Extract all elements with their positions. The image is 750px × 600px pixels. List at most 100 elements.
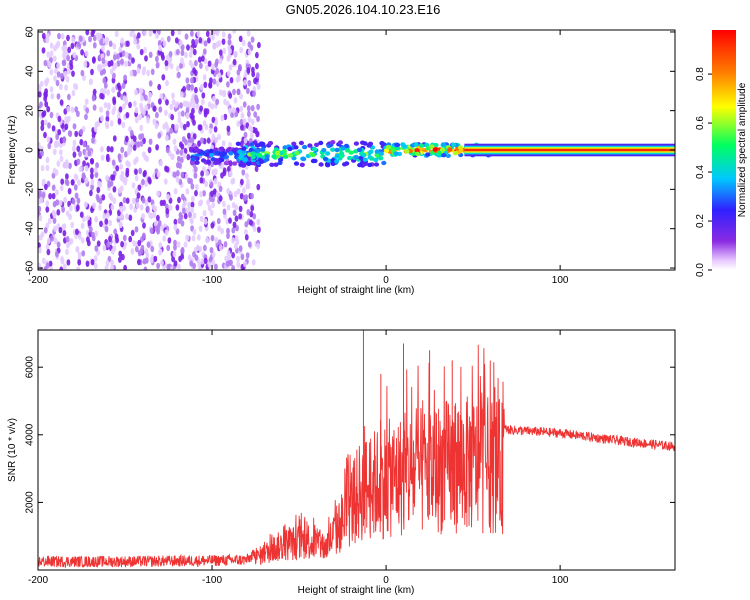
- spectrogram-noise-cell: [56, 62, 61, 69]
- spectrogram-noise-cell: [152, 173, 157, 180]
- spectrogram-band-cell: [200, 158, 207, 163]
- spectrogram-noise-cell: [148, 51, 153, 58]
- spectrogram-noise-cell: [98, 197, 103, 205]
- spectrogram-noise-cell: [38, 214, 43, 222]
- spectrogram-band-cell: [294, 150, 300, 156]
- spectrogram-noise-cell: [125, 135, 129, 143]
- spectrogram-noise-cell: [247, 80, 252, 87]
- spectrogram-noise-cell: [45, 156, 50, 164]
- spectrogram-noise-cell: [63, 196, 67, 204]
- spectrogram-noise-cell: [218, 49, 223, 56]
- spectrogram-noise-cell: [134, 226, 139, 233]
- spectrogram-noise-cell: [199, 191, 203, 198]
- spectrogram-noise-cell: [173, 239, 177, 247]
- spectrogram-noise-cell: [68, 162, 72, 169]
- spectrogram-noise-cell: [233, 50, 238, 58]
- spectrogram-noise-cell: [246, 67, 251, 74]
- spectrogram-noise-cell: [192, 48, 197, 56]
- spectrogram-noise-cell: [130, 248, 135, 255]
- spectrogram-band-cell: [213, 150, 219, 155]
- spectrogram-noise-cell: [226, 187, 231, 195]
- spectrogram-noise-cell: [50, 93, 55, 100]
- spectrogram-band-cell: [232, 161, 238, 166]
- spectrogram-noise-cell: [210, 222, 215, 229]
- spectrogram-band-cell: [260, 141, 266, 147]
- spectrogram-noise-cell: [103, 101, 108, 109]
- spectrogram-noise-cell: [229, 194, 233, 201]
- snr-frame: [37, 329, 676, 571]
- spectrogram-noise-cell: [133, 69, 137, 77]
- spectrogram-band-cell: [213, 158, 219, 163]
- spectrogram-noise-cell: [165, 99, 169, 106]
- spectrogram-noise-cell: [235, 76, 240, 83]
- spectrogram-band-cell: [291, 156, 297, 161]
- spectrogram-noise-cell: [56, 241, 61, 248]
- spectrogram-noise-cell: [236, 188, 241, 195]
- spectrogram-noise-cell: [76, 197, 81, 204]
- spectrogram-noise-cell: [117, 85, 122, 92]
- spectrogram-band-cell: [342, 162, 348, 167]
- spectrogram-noise-cell: [71, 198, 76, 205]
- spectrogram-noise-cell: [79, 211, 84, 218]
- spectrogram-noise-cell: [208, 256, 213, 263]
- spectrogram-noise-cell: [129, 203, 134, 210]
- spectrogram-noise-cell: [133, 100, 137, 107]
- spectrogram-band-region: [235, 140, 389, 168]
- spectrogram-noise-cell: [103, 82, 108, 89]
- spectrogram-noise-cell: [203, 244, 207, 252]
- spectrogram-noise-cell: [177, 263, 181, 270]
- spectrogram-noise-cell: [104, 225, 109, 233]
- spectrogram-noise-cell: [38, 247, 42, 254]
- spectrogram-band-cell: [334, 153, 341, 158]
- snr-ticks: -200 -100 0 100 2000 4000 6000: [25, 330, 675, 586]
- spectrogram-noise-cell: [88, 35, 92, 43]
- spectrogram-noise-cell: [123, 241, 127, 248]
- spectrogram-noise-cell: [232, 30, 237, 34]
- spectrogram-noise-cell: [197, 56, 202, 63]
- spectrogram-noise-cell: [108, 219, 113, 227]
- spectrogram-noise-cell: [194, 190, 198, 197]
- spectrogram-noise-cell: [238, 245, 243, 252]
- spectrogram-noise-cell: [123, 176, 128, 184]
- spectrogram-noise-cell: [121, 121, 126, 129]
- spectrogram-noise-cell: [183, 241, 188, 248]
- spectrogram-noise-cell: [143, 46, 147, 54]
- spectrogram-noise-cell: [59, 149, 63, 156]
- spectrogram-noise-cell: [169, 62, 174, 70]
- spectrogram-noise-cell: [179, 102, 183, 109]
- spectrogram-noise-cell: [175, 228, 180, 235]
- spectrogram-noise-cell: [49, 50, 54, 57]
- spectrogram-noise-cell: [226, 70, 231, 77]
- spectrogram-band-cell: [432, 147, 438, 152]
- spectrogram-noise-cell: [38, 234, 41, 242]
- spectrogram-noise-cell: [236, 261, 241, 268]
- spectrogram-band-cell: [458, 148, 464, 153]
- spectrogram-band-cell: [235, 141, 241, 146]
- spectrogram-noise-cell: [249, 219, 253, 226]
- spectrogram-noise-cell: [193, 69, 198, 77]
- spectrogram-noise-cell: [232, 58, 237, 66]
- spectrogram-band-cell: [293, 145, 299, 150]
- spectrogram-band-cell: [321, 148, 327, 153]
- spectrogram-xtick-label: -100: [202, 275, 222, 286]
- spectrogram-noise-cell: [102, 68, 106, 75]
- spectrogram-band-cell: [208, 148, 214, 154]
- spectrogram-band-cell: [429, 144, 435, 149]
- spectrogram-noise-cell: [200, 137, 204, 144]
- spectrogram-noise-cell: [101, 57, 106, 64]
- spectrogram-noise-cell: [193, 166, 198, 173]
- spectrogram-band-cell: [385, 144, 392, 150]
- spectrogram-noise-cell: [148, 30, 153, 37]
- spectrogram-noise-cell: [215, 190, 220, 198]
- spectrogram-noise-cell: [144, 180, 149, 187]
- spectrogram-noise-cell: [108, 40, 113, 47]
- spectrogram-noise-cell: [174, 101, 179, 109]
- spectrogram-noise-cell: [246, 209, 251, 216]
- spectrogram-noise-cell: [256, 183, 261, 191]
- spectrogram-noise-cell: [191, 114, 195, 121]
- spectrogram-noise-cell: [207, 204, 212, 212]
- spectrogram-noise-cell: [101, 194, 106, 201]
- spectrogram-noise-cell: [192, 262, 197, 270]
- spectrogram-noise-cell: [82, 141, 87, 148]
- spectrogram-band-cell: [381, 160, 387, 166]
